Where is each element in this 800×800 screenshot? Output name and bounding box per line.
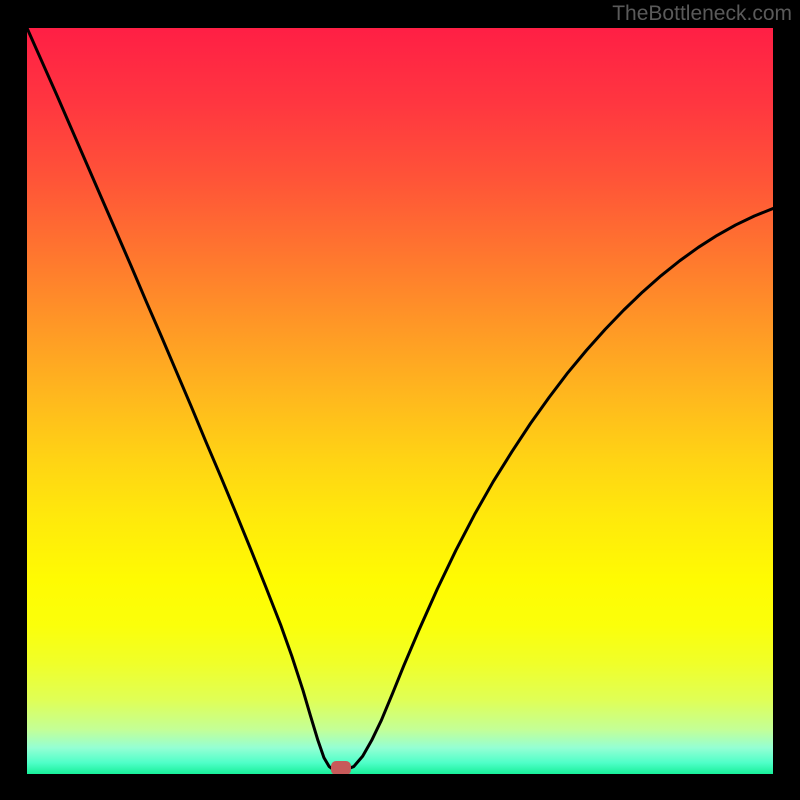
plot-area (27, 28, 773, 774)
chart-frame: TheBottleneck.com (0, 0, 800, 800)
curve-layer (27, 28, 773, 774)
watermark-text: TheBottleneck.com (612, 2, 792, 26)
bottleneck-curve (27, 28, 773, 770)
optimal-marker (331, 761, 351, 774)
